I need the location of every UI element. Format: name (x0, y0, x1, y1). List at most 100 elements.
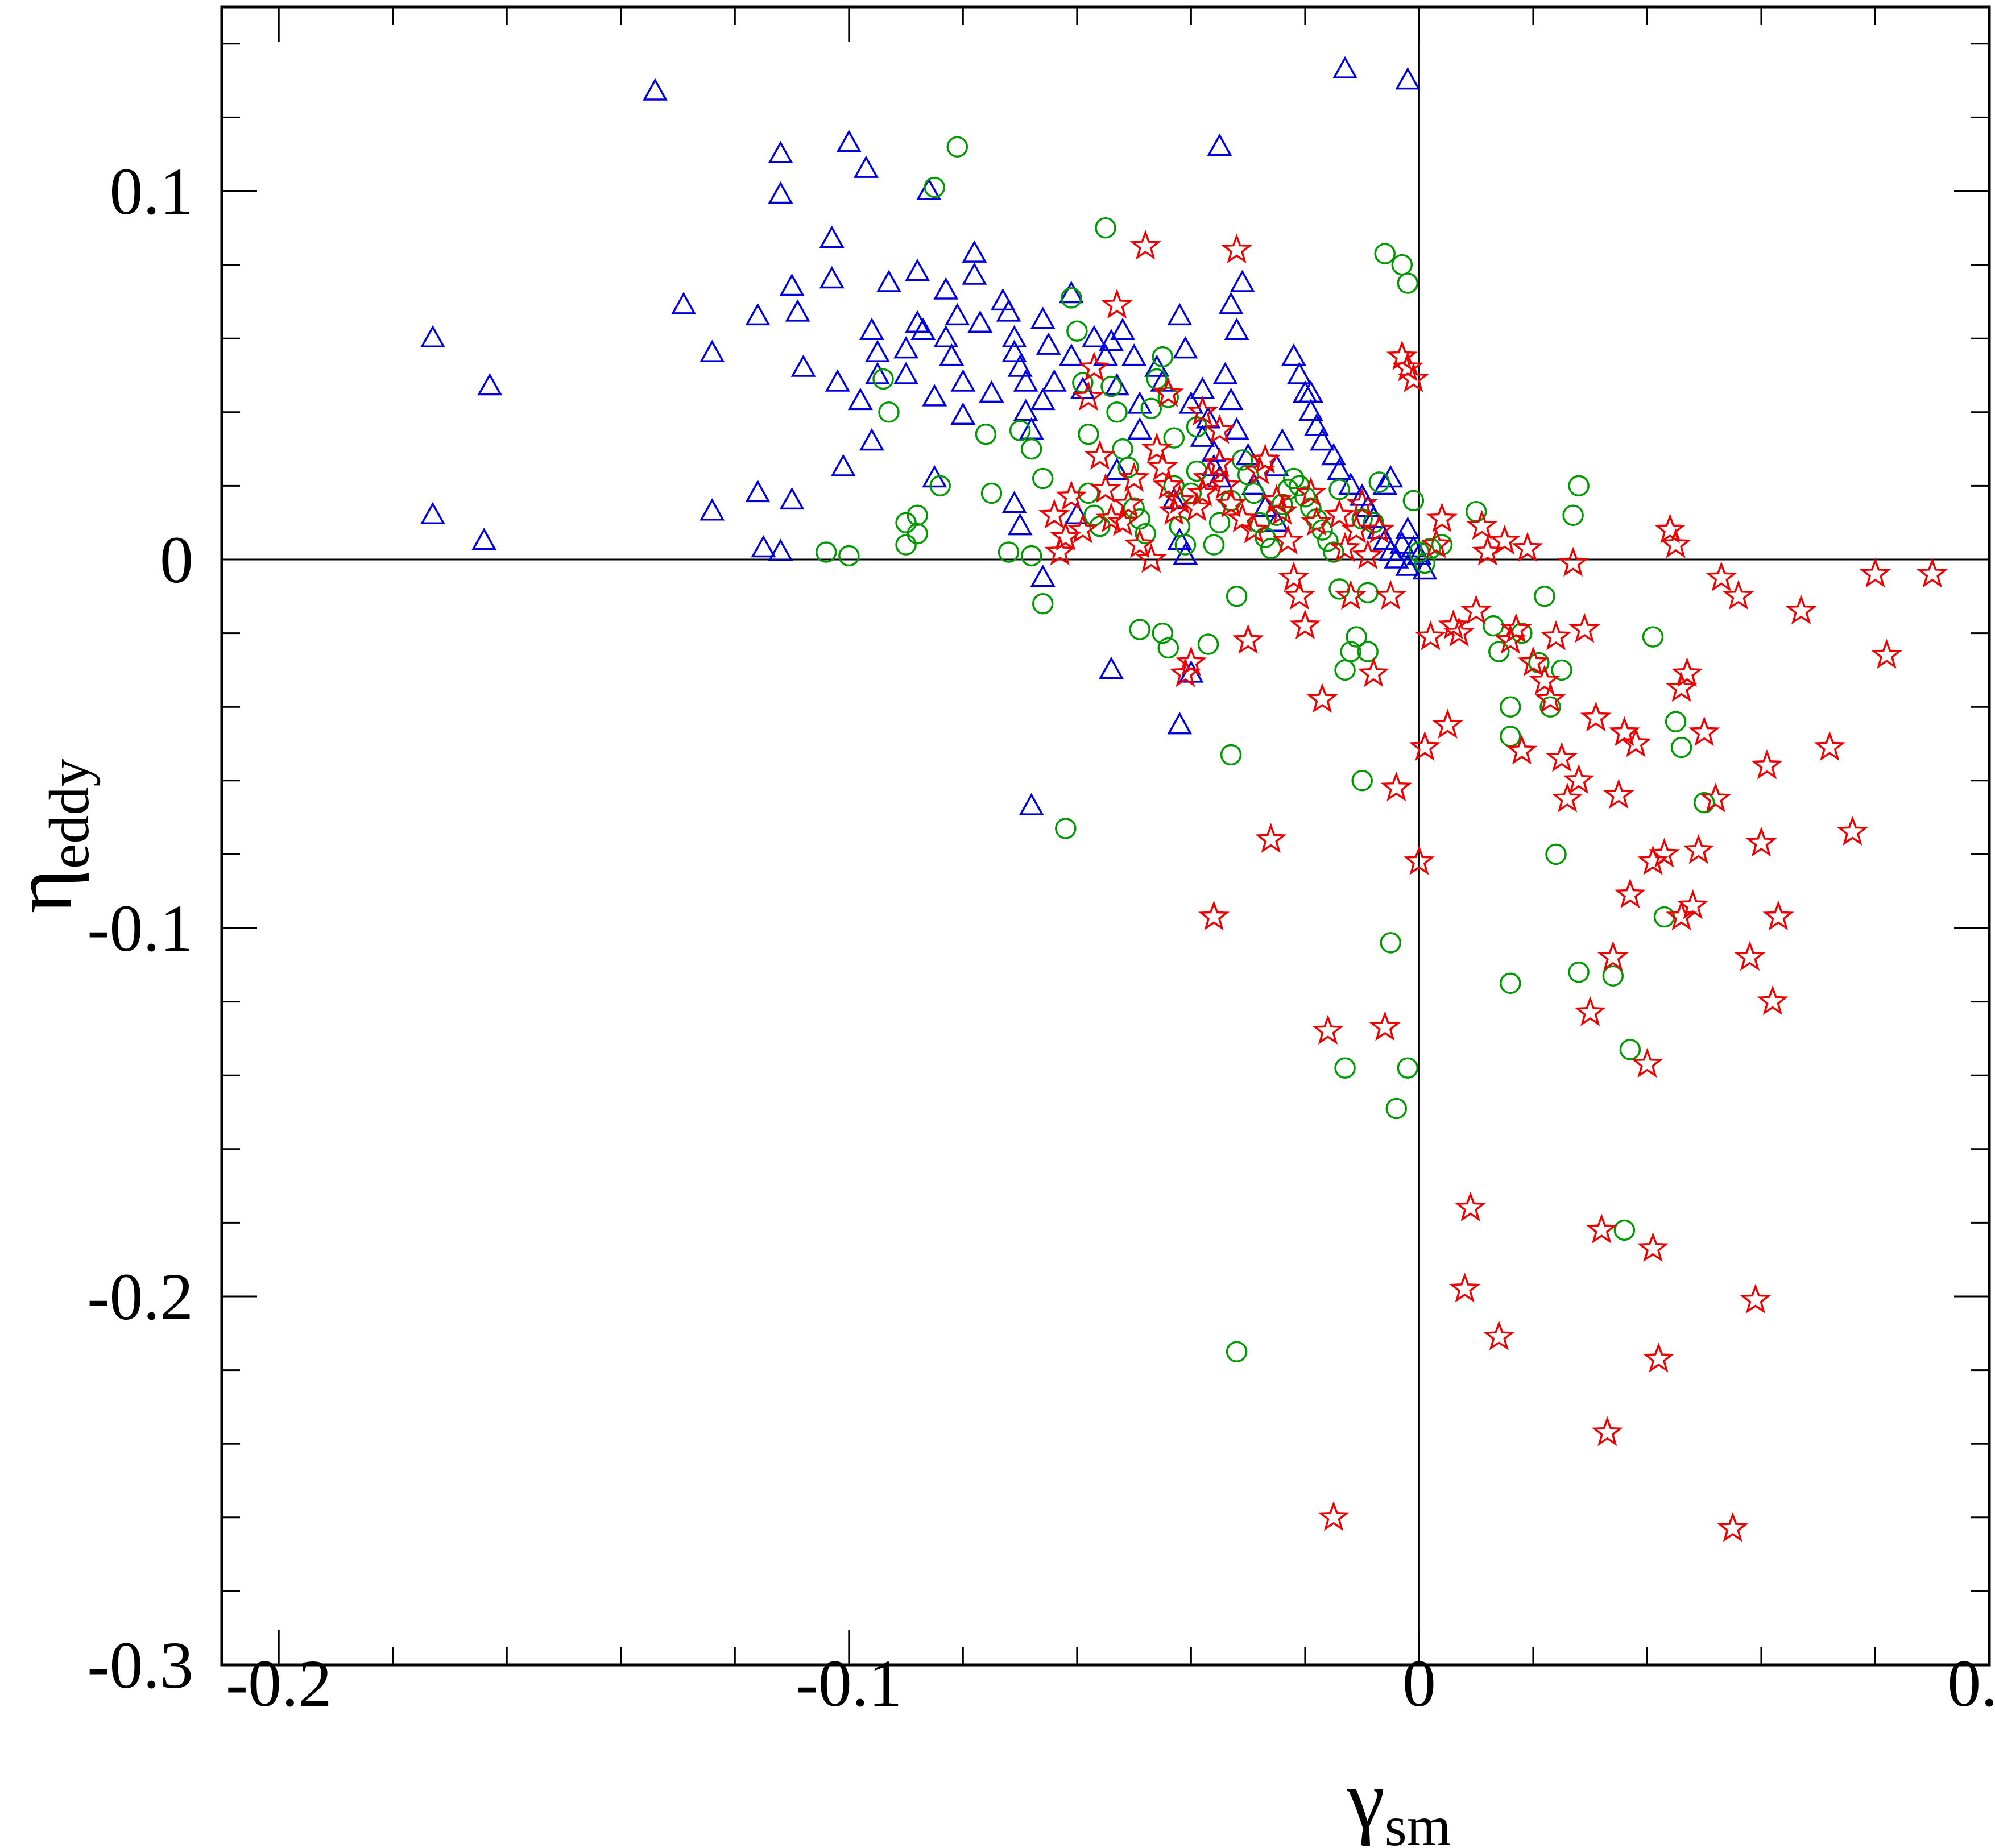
triangle-point (1173, 542, 1198, 565)
circle-point (1414, 552, 1436, 574)
star-point (1443, 616, 1475, 647)
circle-point (1169, 515, 1191, 537)
star-point (1466, 509, 1498, 540)
circle-point (1391, 254, 1413, 276)
star-point (1192, 462, 1224, 492)
triangle-point (1058, 280, 1084, 304)
circle-point (1693, 792, 1715, 814)
triangle-point (1036, 332, 1061, 355)
circle-point (1551, 659, 1572, 681)
triangle-point (1001, 339, 1027, 362)
circle-point (1562, 504, 1584, 526)
circle-point (1152, 346, 1174, 368)
circle-point (1500, 726, 1521, 747)
circle-point (1220, 744, 1242, 766)
triangle-point (1321, 442, 1347, 466)
triangle-point (893, 336, 919, 359)
triangle-point (864, 339, 890, 362)
star-point (1757, 985, 1789, 1016)
axis-ticks (222, 7, 1990, 1666)
y-tick-label: 0 (160, 523, 193, 597)
star-point (1289, 609, 1321, 640)
triangle-point (1013, 369, 1038, 392)
triangle-point (1212, 362, 1238, 384)
triangle-point (1167, 528, 1193, 550)
triangle-point (1007, 513, 1033, 536)
triangle-point (1224, 317, 1249, 340)
triangle-point (990, 288, 1016, 311)
star-point (1141, 432, 1173, 463)
triangle-point (768, 140, 793, 163)
star-point (1557, 546, 1589, 577)
star-point (1420, 528, 1452, 558)
star-point (1318, 1501, 1350, 1531)
triangle-point (1121, 343, 1147, 366)
triangle-point (905, 258, 930, 281)
star-point (1603, 778, 1634, 809)
triangle-point (945, 303, 970, 326)
triangle-point (819, 266, 845, 289)
circle-point (1334, 659, 1356, 681)
triangle-point (642, 78, 668, 101)
triangle-point (853, 155, 879, 178)
y-tick-label: -0.2 (87, 1259, 193, 1334)
x-tick-label: 0.1 (1947, 1646, 1995, 1721)
triangle-point (836, 130, 862, 152)
circle-point (838, 545, 860, 567)
circle-point (946, 136, 968, 158)
triangle-point (962, 240, 987, 263)
star-point (1380, 771, 1412, 802)
star-point (1232, 624, 1264, 654)
circle-point (1653, 906, 1675, 928)
triangle-point (1127, 417, 1153, 440)
circle-point (1328, 578, 1350, 600)
star-point (1186, 395, 1219, 426)
triangle-point (779, 487, 805, 510)
star-point (1038, 499, 1070, 529)
triangle-point (939, 343, 965, 366)
star-point (1152, 469, 1184, 499)
circle-point (1152, 622, 1174, 644)
circle-point (1317, 530, 1339, 552)
circle-point (895, 534, 917, 556)
triangle-point (950, 402, 976, 425)
star-point (1278, 561, 1310, 591)
star-point (1580, 701, 1612, 732)
circle-point (1146, 368, 1168, 390)
triangle-point (910, 317, 936, 340)
triangle-point (1007, 354, 1033, 377)
star-point (1836, 815, 1868, 846)
star-point (1534, 683, 1566, 713)
triangle-point (1264, 454, 1289, 476)
circle-point (1419, 537, 1442, 560)
star-point (1272, 524, 1304, 555)
star-point (1517, 646, 1549, 677)
star-point (1397, 362, 1429, 392)
star-point (1073, 380, 1104, 411)
star-point (1186, 476, 1219, 507)
circle-point (997, 541, 1020, 563)
triangle-point (1395, 67, 1421, 90)
circle-point (1602, 965, 1624, 987)
triangle-point (876, 270, 902, 292)
circle-point (1500, 972, 1521, 994)
triangle-point (1395, 516, 1421, 539)
star-point (1734, 940, 1766, 971)
circle-point (1197, 633, 1219, 655)
star-point (1203, 414, 1236, 444)
star-point (1369, 1010, 1401, 1041)
circle-point (1613, 1219, 1636, 1241)
star-point (1666, 900, 1698, 931)
triangle-point (859, 428, 884, 451)
star-point (1107, 506, 1139, 536)
star-point (1431, 708, 1464, 739)
triangle-point (1207, 133, 1232, 156)
star-point (1529, 664, 1561, 695)
star-point (1249, 443, 1281, 474)
circle-point (1061, 287, 1082, 309)
circle-point (1368, 471, 1390, 493)
circle-series (815, 136, 1715, 1362)
circle-point (1545, 843, 1567, 865)
circle-point (1135, 523, 1156, 545)
triangle-point (779, 273, 805, 296)
